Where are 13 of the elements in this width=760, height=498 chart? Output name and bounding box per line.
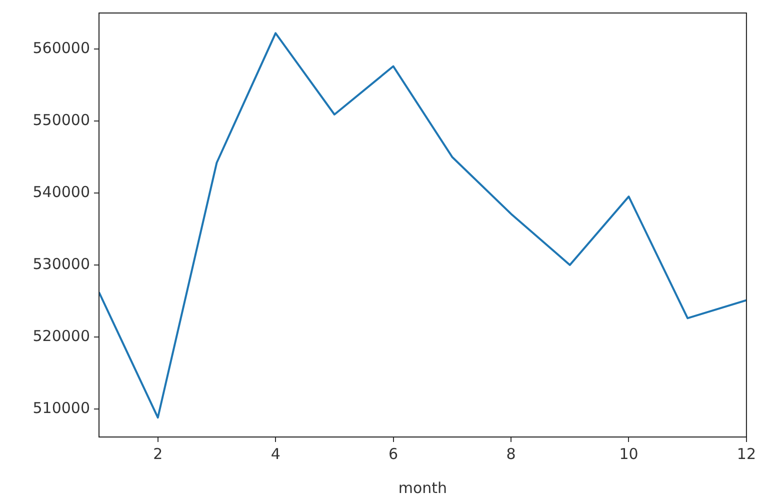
x-tick-label: 10 [619,444,638,463]
x-tick-label: 12 [736,444,756,463]
x-axis-title: month [398,478,448,497]
y-tick-label: 510000 [32,398,90,417]
x-tick-label: 6 [388,444,398,463]
y-tick-label: 520000 [32,326,90,345]
y-tick-label: 530000 [32,254,90,273]
x-tick-label: 2 [153,444,163,463]
y-tick-label: 540000 [32,182,90,201]
y-tick-label: 560000 [32,38,90,57]
y-tick-label: 550000 [32,110,90,129]
x-tick-label: 8 [506,444,516,463]
x-tick-label: 4 [270,444,280,463]
